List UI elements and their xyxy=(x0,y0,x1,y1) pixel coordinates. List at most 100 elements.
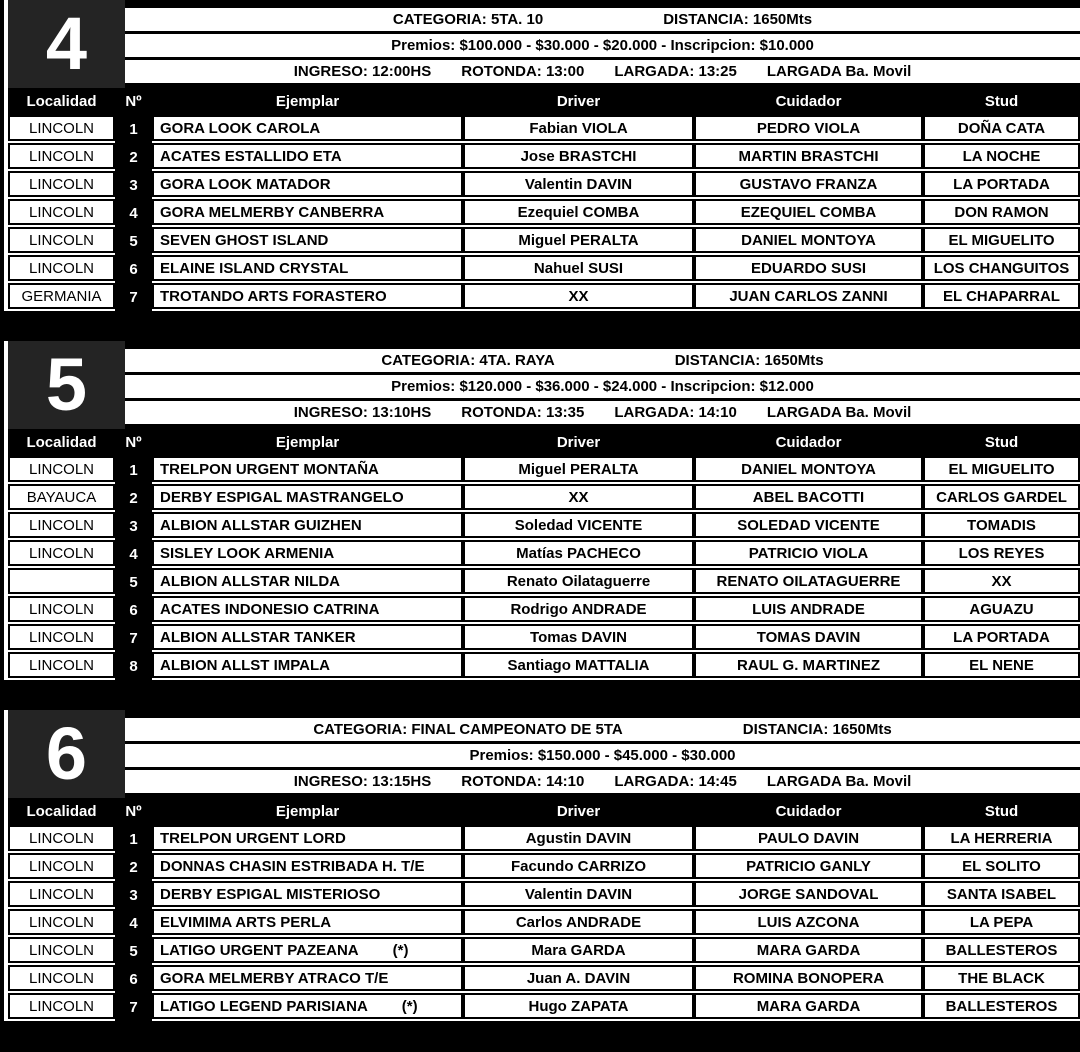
race-number: 4 xyxy=(45,2,88,85)
column-header-ejemplar: Ejemplar xyxy=(275,434,340,451)
cell-cuidador: SOLEDAD VICENTE xyxy=(694,512,923,538)
table-rows: LINCOLN 1 TRELPON URGENT MONTAÑA Miguel … xyxy=(8,456,1080,680)
race-number: 6 xyxy=(45,712,88,795)
cell-cuidador: LUIS AZCONA xyxy=(694,909,923,935)
cell-ejemplar: ELAINE ISLAND CRYSTAL xyxy=(152,255,463,281)
race-section: 6 CATEGORIA: FINAL CAMPEONATO DE 5TA DIS… xyxy=(0,710,1080,1052)
cell-localidad: LINCOLN xyxy=(8,825,115,851)
race-ingreso: INGRESO: 12:00HS xyxy=(293,63,432,80)
cell-ejemplar: GORA MELMERBY CANBERRA xyxy=(152,199,463,225)
cell-ejemplar: TROTANDO ARTS FORASTERO xyxy=(152,283,463,309)
race-number-box: 5 xyxy=(8,341,125,429)
cell-ejemplar: GORA LOOK MATADOR xyxy=(152,171,463,197)
ejemplar-name: TRELPON URGENT MONTAÑA xyxy=(160,460,379,478)
page-left-border xyxy=(0,0,4,1052)
cell-driver: Miguel PERALTA xyxy=(463,456,694,482)
race-info-line-2: Premios: $100.000 - $30.000 - $20.000 - … xyxy=(125,34,1080,57)
cell-driver: Soledad VICENTE xyxy=(463,512,694,538)
cell-stud: EL MIGUELITO xyxy=(923,227,1080,253)
cell-cuidador: EZEQUIEL COMBA xyxy=(694,199,923,225)
table-row: LINCOLN 2 DONNAS CHASIN ESTRIBADA H. T/E… xyxy=(8,853,1080,881)
ejemplar-name: ELAINE ISLAND CRYSTAL xyxy=(160,259,349,277)
cell-driver: Santiago MATTALIA xyxy=(463,652,694,678)
ejemplar-name: ACATES INDONESIO CATRINA xyxy=(160,600,380,618)
cell-driver: Tomas DAVIN xyxy=(463,624,694,650)
ejemplar-name: DONNAS CHASIN ESTRIBADA H. T/E xyxy=(160,857,425,875)
race-distancia: DISTANCIA: 1650Mts xyxy=(663,11,813,28)
ejemplar-name: GORA MELMERBY CANBERRA xyxy=(160,203,385,221)
race-largada: LARGADA: 13:25 xyxy=(614,63,737,80)
cell-stud: LA PEPA xyxy=(923,909,1080,935)
cell-numero: 4 xyxy=(115,909,152,937)
cell-stud: LA PORTADA xyxy=(923,624,1080,650)
cell-driver: Hugo ZAPATA xyxy=(463,993,694,1019)
ejemplar-name: TROTANDO ARTS FORASTERO xyxy=(160,287,387,305)
cell-cuidador: RENATO OILATAGUERRE xyxy=(694,568,923,594)
cell-numero: 4 xyxy=(115,199,152,227)
table-rows: LINCOLN 1 TRELPON URGENT LORD Agustin DA… xyxy=(8,825,1080,1021)
race-number-box: 4 xyxy=(8,0,125,88)
cell-driver: Rodrigo ANDRADE xyxy=(463,596,694,622)
table-rows: LINCOLN 1 GORA LOOK CAROLA Fabian VIOLA … xyxy=(8,115,1080,311)
cell-stud: BALLESTEROS xyxy=(923,993,1080,1019)
race-largada-extra: LARGADA Ba. Movil xyxy=(766,63,912,80)
table-row: LINCOLN 6 ELAINE ISLAND CRYSTAL Nahuel S… xyxy=(8,255,1080,283)
ejemplar-name: ACATES ESTALLIDO ETA xyxy=(160,147,342,165)
cell-numero: 7 xyxy=(115,283,152,311)
cell-localidad: LINCOLN xyxy=(8,937,115,963)
cell-numero: 4 xyxy=(115,540,152,568)
cell-numero: 3 xyxy=(115,171,152,199)
column-header-stud: Stud xyxy=(984,434,1019,451)
ejemplar-name: GORA MELMERBY ATRACO T/E xyxy=(160,969,389,987)
race-info-line-1: CATEGORIA: 4TA. RAYA DISTANCIA: 1650Mts xyxy=(125,349,1080,372)
column-header-driver: Driver xyxy=(556,93,601,110)
cell-stud: LOS CHANGUITOS xyxy=(923,255,1080,281)
cell-driver: Renato Oilataguerre xyxy=(463,568,694,594)
cell-driver: Agustin DAVIN xyxy=(463,825,694,851)
cell-cuidador: MARTIN BRASTCHI xyxy=(694,143,923,169)
column-header-cuidador: Cuidador xyxy=(775,93,842,110)
cell-numero: 1 xyxy=(115,456,152,484)
cell-ejemplar: ELVIMIMA ARTS PERLA xyxy=(152,909,463,935)
cell-numero: 6 xyxy=(115,255,152,283)
cell-cuidador: MARA GARDA xyxy=(694,993,923,1019)
table-row: LINCOLN 5 LATIGO URGENT PAZEANA (*) Mara … xyxy=(8,937,1080,965)
cell-ejemplar: DERBY ESPIGAL MISTERIOSO xyxy=(152,881,463,907)
cell-cuidador: DANIEL MONTOYA xyxy=(694,227,923,253)
column-header-stud: Stud xyxy=(984,803,1019,820)
cell-cuidador: RAUL G. MARTINEZ xyxy=(694,652,923,678)
cell-driver: XX xyxy=(463,283,694,309)
race-info-line-1: CATEGORIA: 5TA. 10 DISTANCIA: 1650Mts xyxy=(125,8,1080,31)
cell-driver: Valentin DAVIN xyxy=(463,171,694,197)
cell-localidad: GERMANIA xyxy=(8,283,115,309)
race-ingreso: INGRESO: 13:15HS xyxy=(293,773,432,790)
race-ingreso: INGRESO: 13:10HS xyxy=(293,404,432,421)
race-largada: LARGADA: 14:10 xyxy=(614,404,737,421)
cell-driver: Fabian VIOLA xyxy=(463,115,694,141)
cell-ejemplar: GORA LOOK CAROLA xyxy=(152,115,463,141)
table-row: LINCOLN 4 GORA MELMERBY CANBERRA Ezequie… xyxy=(8,199,1080,227)
cell-driver: Nahuel SUSI xyxy=(463,255,694,281)
race-info-line-3: INGRESO: 13:10HS ROTONDA: 13:35 LARGADA:… xyxy=(125,401,1080,424)
table-header-row: Localidad Nº Ejemplar Driver Cuidador St… xyxy=(8,88,1080,115)
cell-localidad: LINCOLN xyxy=(8,596,115,622)
cell-stud: DON RAMON xyxy=(923,199,1080,225)
cell-driver: XX xyxy=(463,484,694,510)
cell-cuidador: PATRICIO GANLY xyxy=(694,853,923,879)
cell-localidad: LINCOLN xyxy=(8,227,115,253)
cell-localidad: LINCOLN xyxy=(8,171,115,197)
cell-numero: 7 xyxy=(115,993,152,1021)
table-row: LINCOLN 7 LATIGO LEGEND PARISIANA (*) Hug… xyxy=(8,993,1080,1021)
cell-localidad: BAYAUCA xyxy=(8,484,115,510)
section-divider-band xyxy=(0,1021,1080,1052)
race-premios: Premios: $150.000 - $45.000 - $30.000 xyxy=(469,747,736,764)
race-rotonda: ROTONDA: 14:10 xyxy=(461,773,585,790)
column-header-cuidador: Cuidador xyxy=(775,803,842,820)
race-section: 4 CATEGORIA: 5TA. 10 DISTANCIA: 1650Mts … xyxy=(0,0,1080,341)
table-row: LINCOLN 5 SEVEN GHOST ISLAND Miguel PERA… xyxy=(8,227,1080,255)
table-row: LINCOLN 1 TRELPON URGENT LORD Agustin DA… xyxy=(8,825,1080,853)
cell-ejemplar: LATIGO LEGEND PARISIANA (*) xyxy=(152,993,463,1019)
cell-numero: 7 xyxy=(115,624,152,652)
ejemplar-name: DERBY ESPIGAL MISTERIOSO xyxy=(160,885,381,903)
race-info-line-3: INGRESO: 12:00HS ROTONDA: 13:00 LARGADA:… xyxy=(125,60,1080,83)
